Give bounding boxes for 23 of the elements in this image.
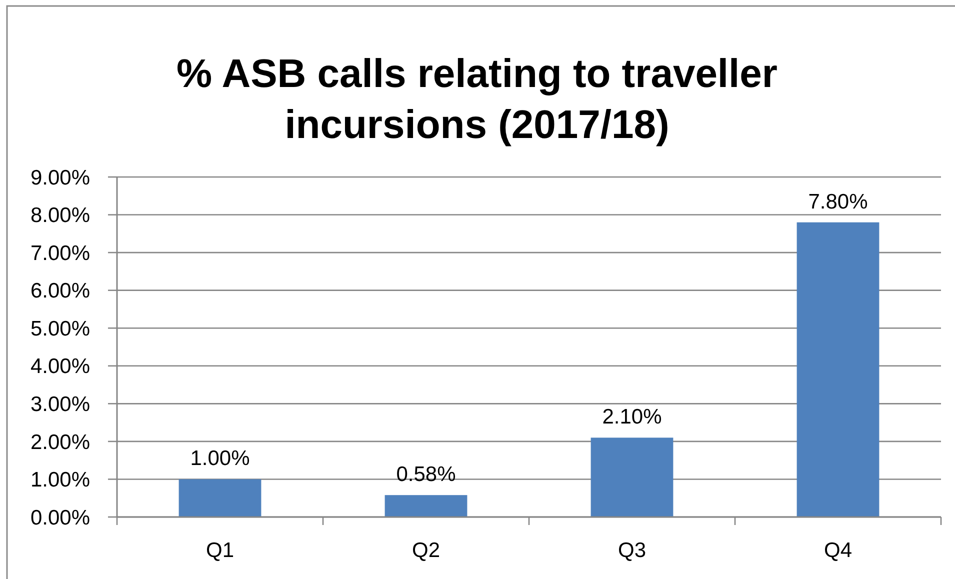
bar [590,438,674,517]
data-label: 7.80% [808,190,868,214]
y-tick-label: 8.00% [30,204,90,228]
y-tick-label: 3.00% [30,393,90,416]
bar [796,222,880,517]
y-tick-label: 0.00% [30,506,90,530]
data-label: 0.58% [396,463,456,486]
bar [178,479,262,517]
x-tick-label: Q4 [824,539,852,562]
x-tick-label: Q3 [618,539,646,562]
x-tick-label: Q1 [206,539,234,562]
y-tick-label: 5.00% [30,317,90,340]
x-tick-label: Q2 [412,539,440,562]
y-tick-label: 1.00% [30,468,90,492]
y-tick-label: 4.00% [30,355,90,378]
y-tick-label: 9.00% [30,166,90,190]
y-tick-label: 6.00% [30,280,90,303]
data-label: 2.10% [602,406,662,429]
bar [384,495,468,517]
y-tick-label: 2.00% [30,430,90,454]
chart-title: % ASB calls relating to traveller incursions (2017/18) [176,52,778,147]
data-label: 1.00% [190,447,250,470]
y-tick-label: 7.00% [30,242,90,265]
